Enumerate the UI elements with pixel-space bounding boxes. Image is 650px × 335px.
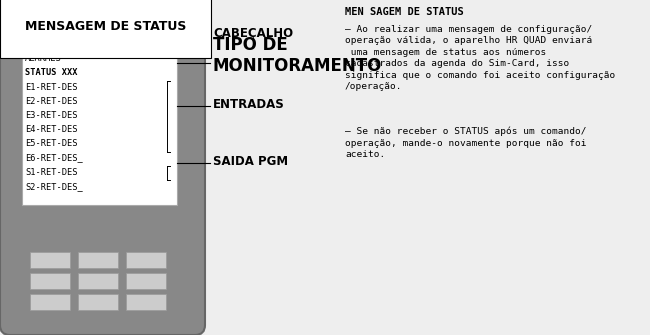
Text: E5-RET-DES: E5-RET-DES [25, 139, 77, 148]
Bar [126, 294, 166, 310]
Text: CABEÇALHO: CABEÇALHO [213, 27, 293, 41]
Text: HR QUAD-HERA: HR QUAD-HERA [25, 40, 88, 49]
Bar [78, 252, 118, 268]
Text: SAIDA PGM: SAIDA PGM [213, 155, 288, 168]
Bar [30, 294, 70, 310]
Bar [126, 273, 166, 289]
Text: ALARMES: ALARMES [25, 54, 62, 63]
Text: E2-RET-DES: E2-RET-DES [25, 97, 77, 106]
Bar [30, 252, 70, 268]
Bar [78, 294, 118, 310]
Text: E4-RET-DES: E4-RET-DES [25, 125, 77, 134]
Text: — Ao realizar uma mensagem de configuração/
operação válida, o aparelho HR QUAD : — Ao realizar uma mensagem de configuraç… [345, 25, 616, 91]
Text: MENSAGEM DE STATUS: MENSAGEM DE STATUS [25, 20, 187, 33]
Text: E6-RET-DES_: E6-RET-DES_ [25, 154, 83, 162]
Text: — Se não receber o STATUS após um comando/
operação, mande-o novamente porque nã: — Se não receber o STATUS após um comand… [345, 127, 586, 159]
Bar [22, 35, 177, 205]
FancyBboxPatch shape [0, 5, 205, 335]
Text: TIPO DE
MONITORAMENTO: TIPO DE MONITORAMENTO [213, 36, 382, 75]
Text: E3-RET-DES: E3-RET-DES [25, 111, 77, 120]
Text: ENTRADAS: ENTRADAS [213, 98, 285, 112]
Text: STATUS XXX: STATUS XXX [25, 68, 77, 77]
Bar [78, 273, 118, 289]
Bar [126, 252, 166, 268]
Text: S2-RET-DES_: S2-RET-DES_ [25, 182, 83, 191]
Text: E1-RET-DES: E1-RET-DES [25, 83, 77, 91]
Bar [30, 273, 70, 289]
Text: MEN SAGEM DE STATUS: MEN SAGEM DE STATUS [345, 7, 463, 17]
Text: S1-RET-DES: S1-RET-DES [25, 168, 77, 177]
